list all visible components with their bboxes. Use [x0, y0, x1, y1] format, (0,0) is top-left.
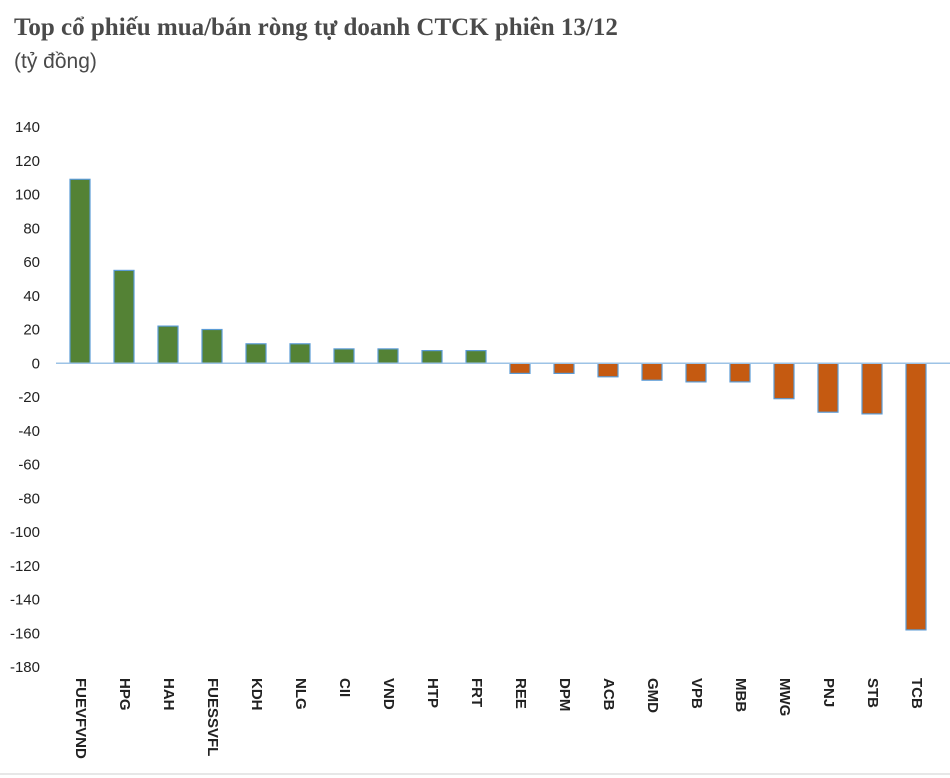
bar-dpm — [553, 362, 575, 374]
x-tick-label: NLG — [292, 678, 309, 710]
bar-frt — [465, 350, 487, 364]
bar-kdh — [245, 343, 267, 364]
y-tick-label: -120 — [10, 558, 40, 575]
y-tick-label: -140 — [10, 592, 40, 609]
y-tick-label: 100 — [15, 187, 40, 204]
bar-gmd — [641, 362, 663, 381]
bar-cii — [333, 348, 355, 364]
x-tick-label: STB — [864, 678, 881, 708]
bar-fuevfvnd — [69, 178, 91, 364]
bar-hah — [157, 325, 179, 364]
bar-acb — [597, 362, 619, 378]
x-tick-label: CII — [336, 678, 353, 697]
bar-mbb — [729, 362, 751, 383]
y-tick-label: 20 — [23, 322, 40, 339]
x-tick-label: FRT — [468, 678, 485, 707]
x-tick-label: FUEVFVND — [72, 678, 89, 759]
bar-mwg — [773, 362, 795, 400]
bars — [69, 178, 927, 631]
x-tick-label: VPB — [688, 678, 705, 709]
x-tick-label: MBB — [732, 678, 749, 712]
x-tick-label: HTP — [424, 678, 441, 708]
x-tick-label: VND — [380, 678, 397, 710]
bar-fuessvfl — [201, 328, 223, 364]
y-tick-label: -160 — [10, 625, 40, 642]
x-tick-label: MWG — [776, 678, 793, 716]
y-tick-label: 40 — [23, 288, 40, 305]
bar-ree — [509, 362, 531, 374]
bar-vpb — [685, 362, 707, 383]
y-tick-label: 120 — [15, 153, 40, 170]
y-tick-label: 60 — [23, 254, 40, 271]
x-tick-label: PNJ — [820, 678, 837, 707]
y-tick-label: -20 — [18, 389, 40, 406]
x-tick-label: DPM — [556, 678, 573, 711]
x-tick-label: ACB — [600, 678, 617, 711]
x-tick-label: HPG — [116, 678, 133, 711]
y-tick-label: -80 — [18, 490, 40, 507]
bar-hpg — [113, 269, 135, 364]
x-tick-label: HAH — [160, 678, 177, 711]
y-axis-ticks: 140 120 100 80 60 40 20 0 -20 -40 -60 -80 -100 -120 -1… — [10, 119, 40, 676]
y-tick-label: -180 — [10, 659, 40, 676]
x-tick-label: REE — [512, 678, 529, 709]
x-tick-label: FUESSVFL — [204, 678, 221, 756]
x-tick-label: GMD — [644, 678, 661, 713]
y-tick-label: 0 — [32, 355, 40, 372]
x-axis-labels: FUEVFVND HPG HAH FUESSVFL KDH NLG CII VND HTP FRT… — [72, 678, 925, 759]
chart-subtitle: (tỷ đồng) — [14, 50, 97, 73]
bar-stb — [861, 362, 883, 415]
bar-tcb — [905, 362, 927, 631]
x-tick-label: TCB — [908, 678, 925, 709]
y-tick-label: 80 — [23, 220, 40, 237]
y-tick-label: -40 — [18, 423, 40, 440]
bar-htp — [421, 350, 443, 364]
bar-pnj — [817, 362, 839, 413]
chart-title: Top cổ phiếu mua/bán ròng tự doanh CTCK … — [14, 14, 618, 41]
bar-nlg — [289, 343, 311, 364]
y-tick-label: -60 — [18, 457, 40, 474]
bar-vnd — [377, 348, 399, 364]
y-tick-label: -100 — [10, 524, 40, 541]
x-tick-label: KDH — [248, 678, 265, 711]
y-tick-label: 140 — [15, 119, 40, 136]
